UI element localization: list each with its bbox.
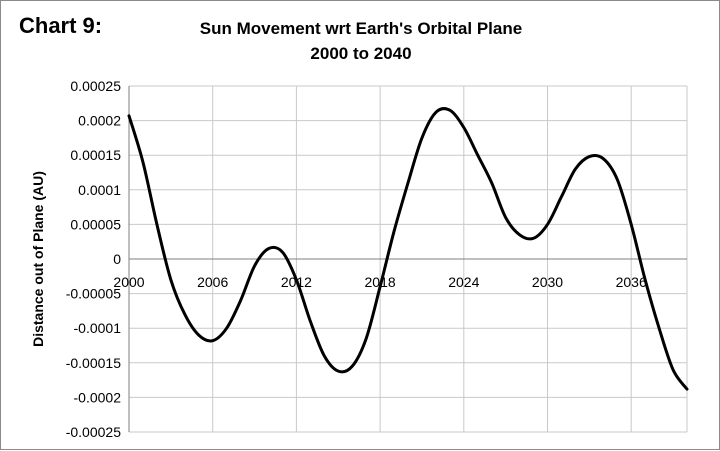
- y-tick-label: 0.00015: [70, 147, 121, 163]
- y-tick-label: 0: [113, 251, 121, 267]
- chart-subtitle: 2000 to 2040: [310, 44, 412, 63]
- x-tick-label: 2006: [197, 274, 228, 290]
- chart-number-label: Chart 9:: [19, 13, 103, 38]
- y-tick-label: 0.0001: [78, 182, 121, 198]
- y-tick-label: -0.00025: [66, 424, 121, 440]
- x-tick-label: 2024: [448, 274, 479, 290]
- x-tick-label: 2036: [616, 274, 647, 290]
- y-tick-label: 0.00005: [70, 216, 121, 232]
- y-tick-label: 0.0002: [78, 113, 121, 129]
- y-tick-label: -0.0001: [74, 320, 122, 336]
- y-tick-label: -0.0002: [74, 389, 122, 405]
- axes: [128, 86, 687, 432]
- series-line: [127, 107, 689, 391]
- y-tick-label: -0.00015: [66, 355, 121, 371]
- y-axis-label: Distance out of Plane (AU): [30, 171, 46, 347]
- y-tick-label: -0.00005: [66, 286, 121, 302]
- x-tick-label: 2000: [113, 274, 144, 290]
- y-tick-labels: 0.00025 0.0002 0.00015 0.0001 0.00005 0 -0.000…: [66, 78, 121, 440]
- y-tick-label: 0.00025: [70, 78, 121, 94]
- x-tick-label: 2030: [532, 274, 563, 290]
- data-series: [127, 107, 689, 391]
- chart-title: Sun Movement wrt Earth's Orbital Plane: [199, 19, 523, 38]
